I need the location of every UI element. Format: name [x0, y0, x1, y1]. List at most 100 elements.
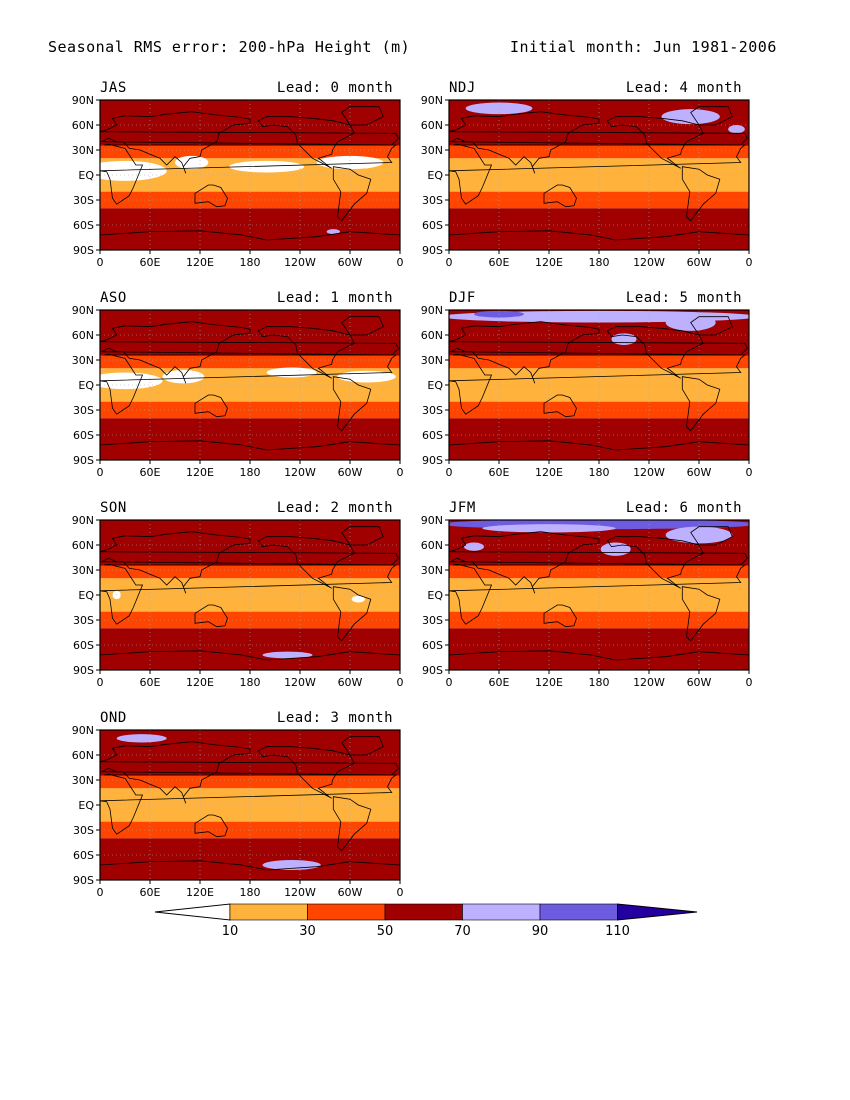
y-tick-label: EQ — [78, 589, 94, 602]
coastline-0 — [100, 773, 397, 835]
field-blob-0 — [100, 372, 163, 390]
field-blob-6 — [141, 326, 192, 341]
x-tick-label: 60E — [140, 676, 161, 689]
coastline-4 — [681, 586, 721, 642]
y-tick-label: EQ — [427, 379, 443, 392]
figure-subtitle: Initial month: Jun 1981-2006 — [510, 38, 777, 56]
panel-lead-label: Lead: 2 month — [277, 500, 393, 516]
x-tick-label: 60E — [489, 676, 510, 689]
field-blob-0 — [449, 321, 749, 352]
y-tick-label: 30N — [72, 354, 94, 367]
colorbar-segment-2 — [307, 903, 386, 921]
field-blob-6 — [241, 111, 292, 126]
coastline-3 — [606, 326, 704, 379]
y-tick-label: 30S — [73, 614, 94, 627]
colorbar-level-label: 10 — [222, 924, 239, 939]
y-tick-label: 60N — [72, 749, 94, 762]
colorbar-under-triangle — [154, 903, 231, 921]
x-tick-label: 60W — [338, 466, 363, 479]
panel-season-label: JFM — [449, 500, 476, 516]
x-tick-label: 180 — [240, 886, 261, 899]
coastline-4 — [332, 796, 372, 852]
field-blob-5 — [464, 542, 484, 551]
y-tick-label: 60N — [421, 119, 443, 132]
y-tick-label: 90S — [73, 244, 94, 257]
panel-lead-label: Lead: 0 month — [277, 80, 393, 96]
x-tick-label: 60E — [140, 886, 161, 899]
coastline-2 — [194, 184, 228, 208]
panel-lead-label: Lead: 6 month — [626, 500, 742, 516]
y-tick-label: 90N — [72, 514, 94, 527]
field-layer — [449, 100, 749, 250]
coastline-3 — [257, 116, 355, 169]
field-layer — [449, 310, 749, 460]
coastline-5 — [341, 526, 384, 546]
field-blob-4 — [600, 542, 631, 556]
coastline-3 — [606, 116, 704, 169]
x-tick-label: 180 — [240, 256, 261, 269]
y-tick-label: 60N — [72, 539, 94, 552]
field-blob-4 — [351, 595, 366, 603]
coastline-4 — [332, 586, 372, 642]
x-tick-label: 0 — [97, 256, 104, 269]
coastline-1 — [100, 531, 399, 594]
field-blob-1 — [116, 734, 167, 743]
y-tick-label: 90N — [72, 724, 94, 737]
x-tick-label: 0 — [97, 676, 104, 689]
colorbar-level-label: 70 — [454, 924, 471, 939]
coastline-3 — [257, 536, 355, 589]
x-tick-label: 120W — [284, 466, 316, 479]
x-tick-label: 60W — [687, 466, 712, 479]
x-tick-label: 120W — [633, 256, 665, 269]
x-tick-label: 0 — [446, 466, 453, 479]
coastline-2 — [194, 394, 228, 418]
y-tick-label: 30S — [422, 614, 443, 627]
y-tick-label: 30N — [421, 354, 443, 367]
coastline-1 — [100, 741, 399, 804]
coastlines — [100, 106, 400, 250]
field-blob-2 — [229, 160, 305, 173]
y-tick-label: 60S — [422, 639, 443, 652]
coastline-2 — [543, 184, 577, 208]
y-tick-label: 90S — [73, 454, 94, 467]
colorbar-segment-5 — [539, 903, 618, 921]
field-blob-1 — [108, 647, 392, 668]
y-tick-label: EQ — [427, 589, 443, 602]
y-tick-label: EQ — [78, 379, 94, 392]
panel-season-label: OND — [100, 710, 127, 726]
y-tick-label: 60S — [73, 849, 94, 862]
coastline-1 — [449, 531, 748, 594]
x-tick-label: 180 — [240, 676, 261, 689]
y-tick-label: 30S — [422, 194, 443, 207]
y-tick-label: 90N — [72, 304, 94, 317]
coastline-5 — [341, 106, 384, 126]
y-tick-label: 30N — [421, 564, 443, 577]
y-tick-label: 60S — [422, 429, 443, 442]
y-tick-label: 90S — [422, 454, 443, 467]
y-tick-label: 30S — [73, 404, 94, 417]
coastline-5 — [690, 526, 733, 546]
x-tick-label: 120W — [284, 676, 316, 689]
coastline-4 — [332, 166, 372, 222]
x-tick-label: 120W — [633, 466, 665, 479]
x-tick-label: 180 — [589, 466, 610, 479]
coastlines — [100, 736, 400, 880]
coastline-5 — [341, 736, 384, 756]
y-tick-label: 60S — [73, 639, 94, 652]
field-blob-2 — [661, 109, 720, 125]
coastline-6 — [100, 440, 400, 460]
field-blob-4 — [276, 860, 307, 866]
field-blob-3 — [316, 155, 384, 170]
y-tick-label: 60N — [72, 119, 94, 132]
field-layer — [449, 520, 749, 670]
x-tick-label: 60W — [687, 256, 712, 269]
coastline-6 — [100, 650, 400, 670]
coastline-1 — [100, 321, 399, 384]
field-blob-6 — [457, 649, 741, 666]
x-tick-label: 0 — [397, 256, 404, 269]
x-tick-label: 0 — [97, 886, 104, 899]
